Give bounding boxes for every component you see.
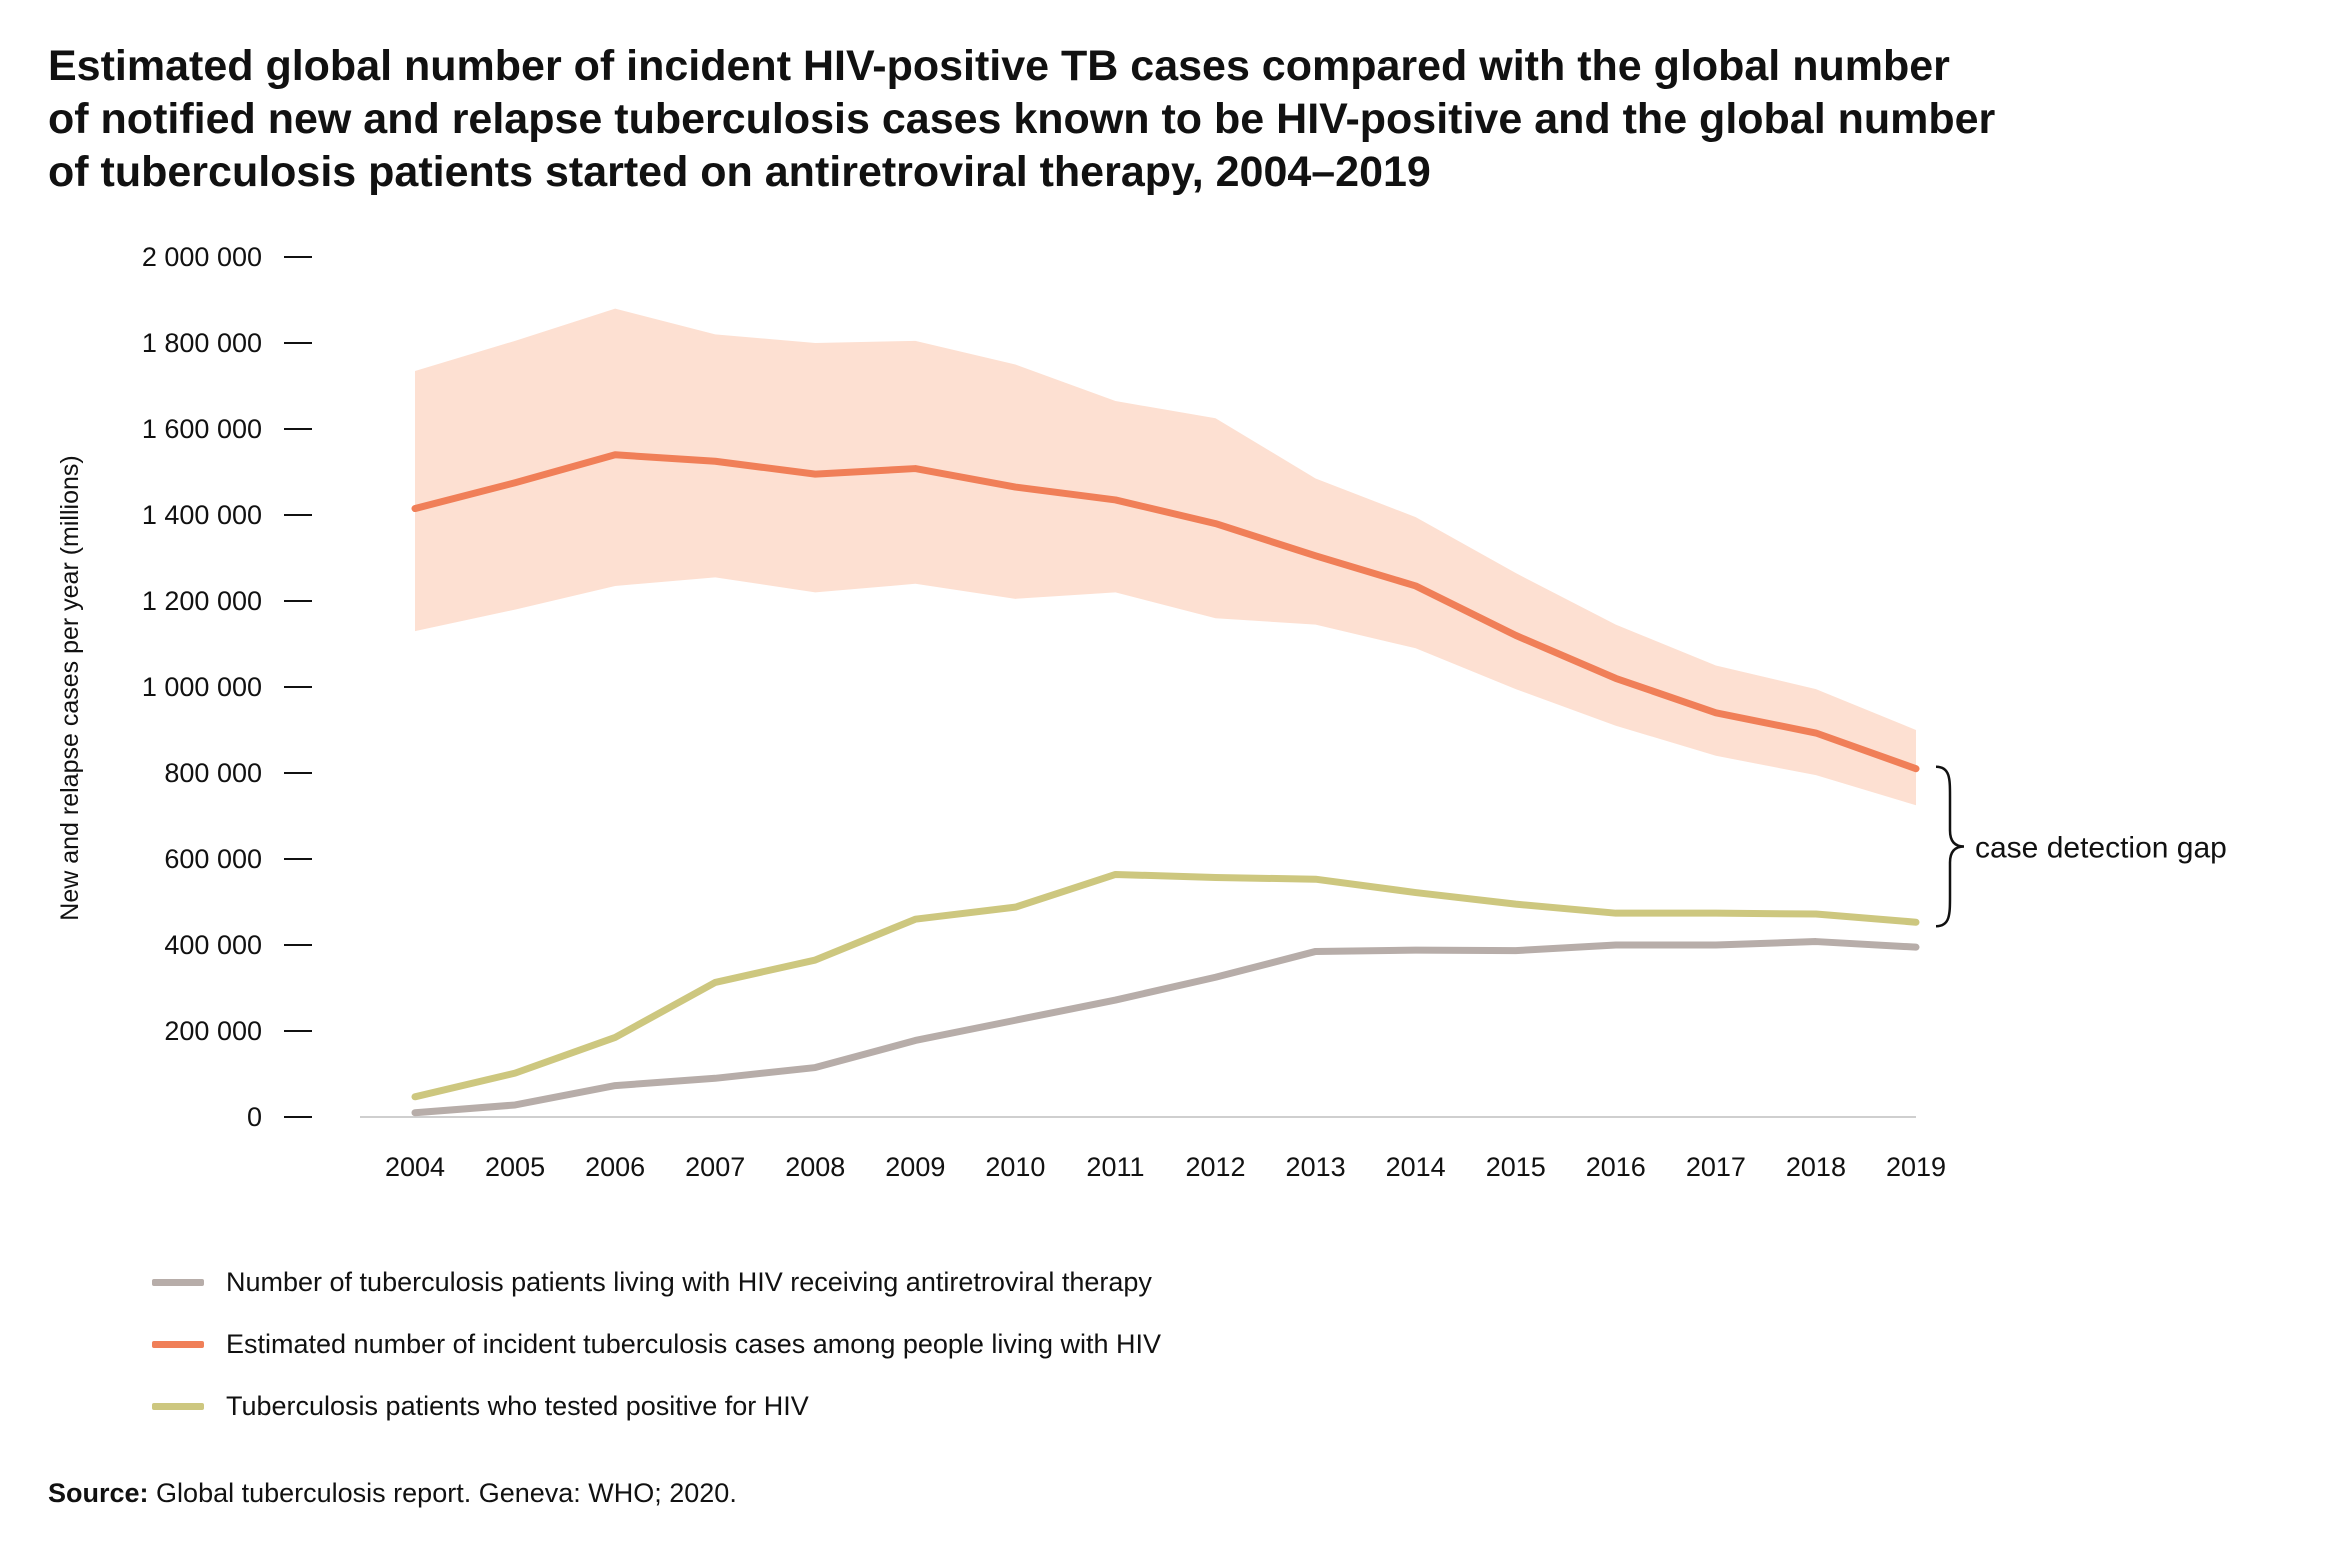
y-tick-label-5: 1 000 000	[142, 672, 262, 702]
x-tick-label-2016: 2016	[1586, 1152, 1646, 1182]
source-note: Source: Global tuberculosis report. Gene…	[48, 1478, 737, 1509]
chart-title-line-3: of tuberculosis patients started on anti…	[48, 148, 1431, 196]
legend-swatch-tested	[152, 1402, 204, 1410]
y-tick-label-10: 2 000 000	[142, 242, 262, 272]
legend-label-art: Number of tuberculosis patients living w…	[226, 1266, 1152, 1297]
legend-swatch-estimated	[152, 1340, 204, 1348]
x-tick-label-2010: 2010	[985, 1152, 1045, 1182]
legend-label-estimated: Estimated number of incident tuberculosi…	[226, 1328, 1161, 1359]
x-tick-label-2012: 2012	[1185, 1152, 1245, 1182]
series-layer	[411, 451, 1920, 1117]
x-tick-label-2013: 2013	[1286, 1152, 1346, 1182]
uncertainty-band-layer	[415, 308, 1916, 806]
y-tick-label-3: 600 000	[164, 844, 262, 874]
x-tick-label-2018: 2018	[1786, 1152, 1846, 1182]
legend-item-estimated: Estimated number of incident tuberculosi…	[152, 1324, 1161, 1364]
series-estimated-line	[411, 451, 1920, 773]
x-tick-label-2006: 2006	[585, 1152, 645, 1182]
case-detection-gap-brace	[1935, 765, 1965, 928]
case-detection-gap-label: case detection gap	[1975, 831, 2227, 864]
x-tick-label-2008: 2008	[785, 1152, 845, 1182]
x-tick-label-2004: 2004	[385, 1152, 445, 1182]
legend-label-tested: Tuberculosis patients who tested positiv…	[226, 1390, 809, 1421]
chart-title: Estimated global number of incident HIV-…	[48, 40, 2248, 199]
uncertainty-band	[415, 308, 1916, 806]
legend-item-art: Number of tuberculosis patients living w…	[152, 1262, 1152, 1302]
y-tick-label-8: 1 600 000	[142, 414, 262, 444]
x-tick-label-2015: 2015	[1486, 1152, 1546, 1182]
x-axis: 2004 2005 2006 2007 2008 2009 2010 2011 2012 2013…	[385, 1152, 1946, 1182]
y-tick-label-2: 400 000	[164, 930, 262, 960]
x-tick-label-2019: 2019	[1886, 1152, 1946, 1182]
y-axis: 0 200 000 400 000 600 000 800 000 1 000 000 1 …	[142, 242, 312, 1132]
y-tick-label-9: 1 800 000	[142, 328, 262, 358]
source-label: Source:	[48, 1478, 149, 1508]
series-art-line	[411, 938, 1920, 1117]
y-tick-label-0: 0	[247, 1102, 262, 1132]
x-tick-label-2009: 2009	[885, 1152, 945, 1182]
x-tick-label-2017: 2017	[1686, 1152, 1746, 1182]
x-tick-label-2005: 2005	[485, 1152, 545, 1182]
x-tick-label-2011: 2011	[1086, 1152, 1144, 1182]
y-tick-label-6: 1 200 000	[142, 586, 262, 616]
y-tick-label-7: 1 400 000	[142, 500, 262, 530]
source-text: Global tuberculosis report. Geneva: WHO;…	[156, 1478, 737, 1508]
y-tick-label-1: 200 000	[164, 1016, 262, 1046]
chart-title-line-1: Estimated global number of incident HIV-…	[48, 42, 1950, 90]
legend-swatch-art	[152, 1278, 204, 1286]
legend-item-tested: Tuberculosis patients who tested positiv…	[152, 1386, 809, 1426]
x-tick-label-2014: 2014	[1386, 1152, 1446, 1182]
y-axis-label: New and relapse cases per year (millions…	[56, 455, 84, 920]
chart-title-line-2: of notified new and relapse tuberculosis…	[48, 95, 1996, 143]
x-tick-label-2007: 2007	[685, 1152, 745, 1182]
series-tested-hiv-line	[411, 870, 1920, 1101]
y-tick-label-4: 800 000	[164, 758, 262, 788]
